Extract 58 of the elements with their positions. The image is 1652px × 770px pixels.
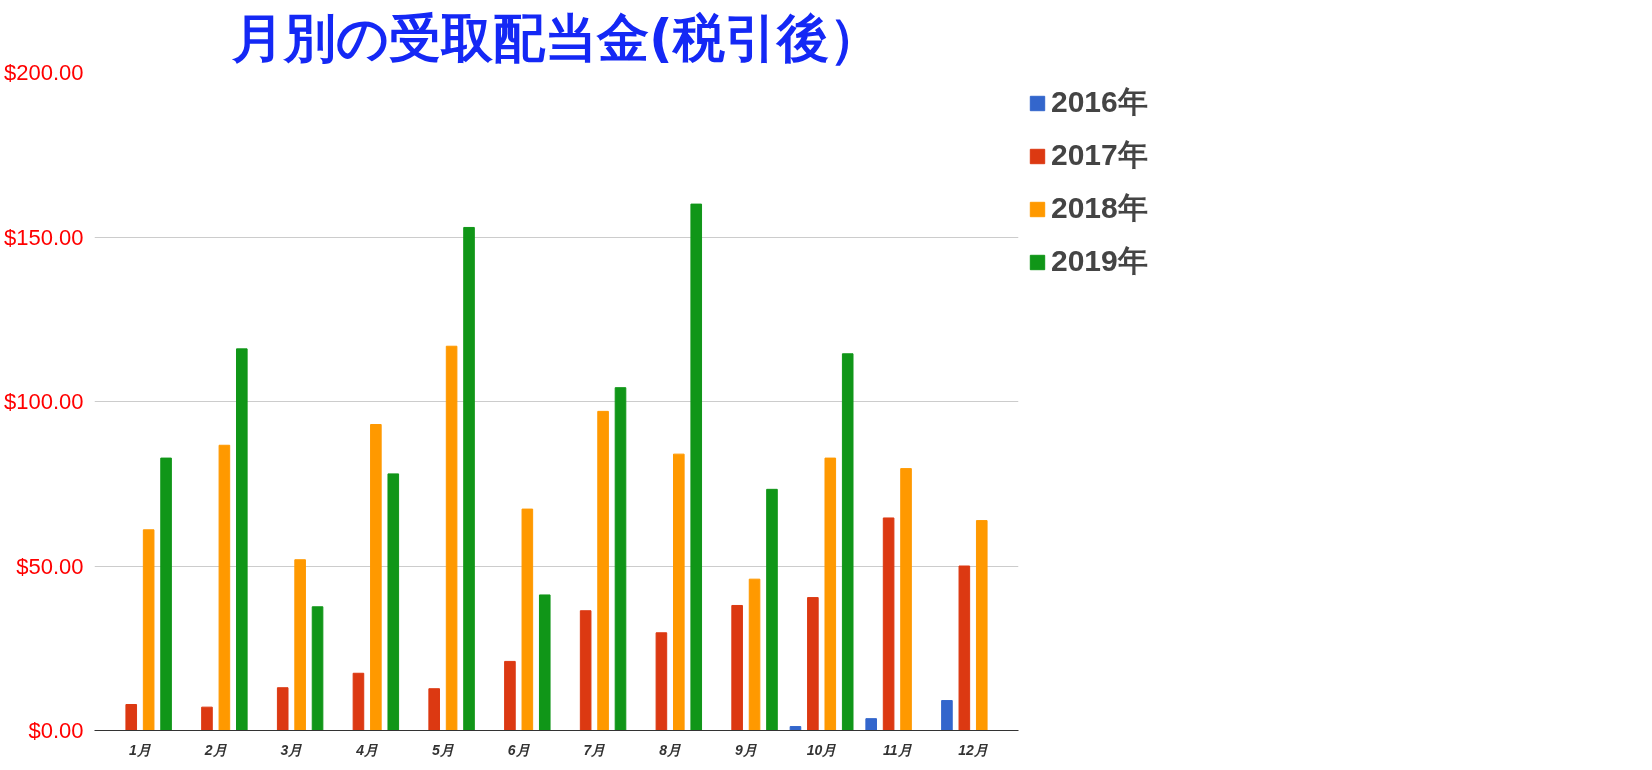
bar <box>597 410 609 731</box>
bar <box>690 203 703 731</box>
bar <box>504 660 516 731</box>
bar <box>538 594 551 731</box>
legend-label: 2018年 <box>1051 190 1148 226</box>
x-tick-label: 5月 <box>432 741 454 758</box>
bar <box>370 424 382 731</box>
bar <box>841 353 854 731</box>
x-tick-label: 8月 <box>659 741 682 758</box>
bar <box>218 444 231 731</box>
bar <box>673 453 685 731</box>
bar <box>731 604 743 731</box>
bar <box>311 606 324 731</box>
x-tick-label: 10月 <box>806 741 837 758</box>
bar <box>236 348 248 731</box>
x-tick-label: 4月 <box>355 741 379 758</box>
legend-label: 2017年 <box>1051 137 1148 173</box>
bar <box>521 508 534 731</box>
y-tick-label: $50.00 <box>16 553 84 579</box>
bar <box>125 704 138 731</box>
x-tick-label: 2月 <box>203 741 227 758</box>
x-tick-label: 7月 <box>583 741 606 758</box>
x-tick-label: 3月 <box>280 741 303 758</box>
bar <box>352 672 365 731</box>
bar <box>748 578 761 731</box>
bar <box>276 687 289 731</box>
bar <box>614 387 627 731</box>
bar <box>882 517 895 731</box>
x-tick-label: 11月 <box>883 741 912 758</box>
bar <box>387 473 400 731</box>
bar <box>579 610 592 731</box>
bar <box>865 718 877 731</box>
x-tick-label: 9月 <box>734 741 757 758</box>
x-tick-label: 1月 <box>129 741 151 758</box>
bar <box>160 457 172 731</box>
bar <box>201 706 213 731</box>
y-tick-label: $0.00 <box>28 718 84 743</box>
chart-title: 月別の受取配当金(税引後） <box>231 7 881 68</box>
y-tick-label: $100.00 <box>3 389 84 414</box>
bar <box>428 688 440 731</box>
x-tick-label: 12月 <box>958 741 988 758</box>
y-tick-label: $200.00 <box>3 60 84 85</box>
bar <box>941 700 953 731</box>
bar <box>142 529 155 731</box>
bar <box>958 565 971 731</box>
legend-label: 2019年 <box>1051 243 1148 279</box>
bar <box>655 632 668 731</box>
bar <box>766 488 778 731</box>
legend-label: 2016年 <box>1051 84 1148 120</box>
bar <box>824 457 837 731</box>
x-tick-label: 6月 <box>507 741 530 758</box>
bar <box>975 520 988 731</box>
bar <box>900 468 912 731</box>
bar <box>463 226 475 731</box>
y-tick-label: $150.00 <box>3 224 84 250</box>
bar <box>294 559 306 731</box>
bar <box>807 597 819 731</box>
bar <box>445 345 458 731</box>
